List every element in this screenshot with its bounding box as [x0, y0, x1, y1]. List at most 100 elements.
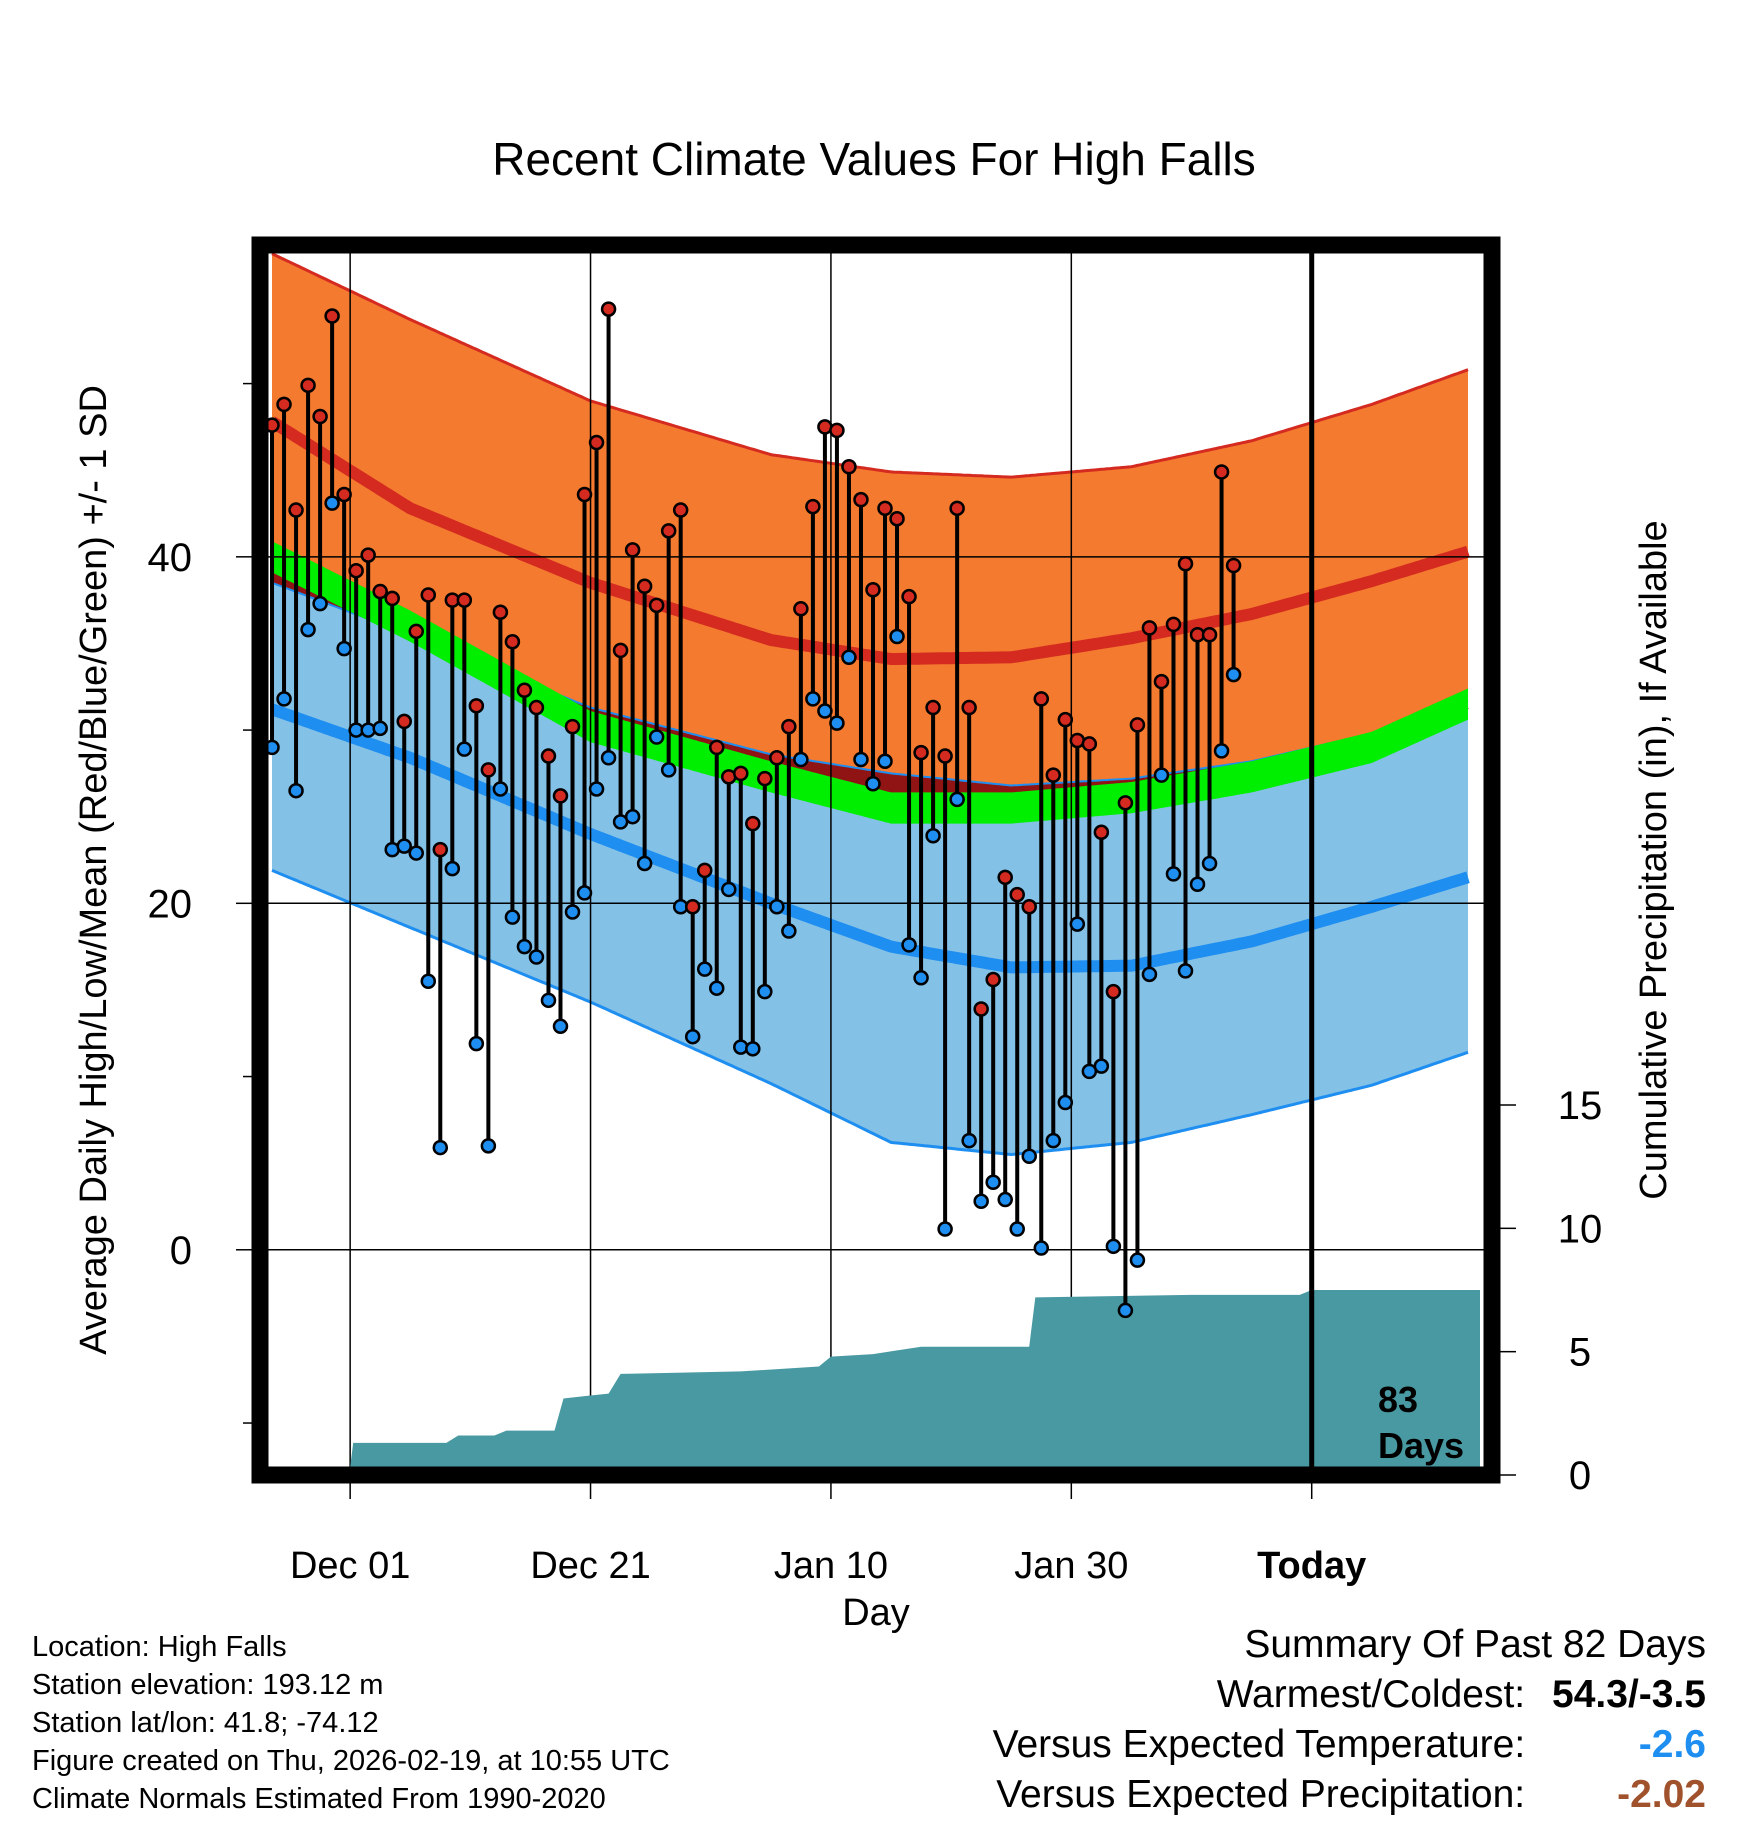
- low-temp-point: [721, 881, 737, 898]
- high-temp-point: [612, 642, 629, 659]
- high-temp-point: [528, 699, 545, 716]
- low-temp-point: [829, 715, 845, 731]
- high-temp-point: [841, 458, 857, 475]
- low-temp-point: [456, 741, 473, 757]
- right-axis-label: Cumulative Precipitation (in), If Availa…: [1633, 520, 1675, 1199]
- warmest-coldest-label: Warmest/Coldest:: [1216, 1673, 1526, 1716]
- high-temp-point: [853, 491, 869, 508]
- high-temp-point: [648, 597, 665, 614]
- low-temp-point: [1213, 743, 1230, 759]
- station-info: Location: High Falls Station elevation: …: [32, 1628, 670, 1818]
- high-temp-point: [937, 748, 953, 764]
- high-temp-point: [300, 377, 316, 394]
- low-temp-point: [528, 949, 545, 965]
- high-temp-point: [961, 699, 977, 716]
- high-temp-point: [492, 604, 509, 621]
- high-mean-line: [268, 416, 1470, 665]
- high-temp-point: [985, 971, 1001, 988]
- low-temp-point: [288, 782, 304, 799]
- precip-departure-label: Versus Expected Precipitation:: [996, 1773, 1526, 1816]
- x-tick-label: Dec 01: [290, 1545, 410, 1587]
- x-tick-label: Jan 10: [774, 1545, 888, 1587]
- low-temp-point: [1141, 966, 1158, 983]
- high-temp-point: [997, 869, 1013, 886]
- high-temp-point: [793, 601, 809, 617]
- low-temp-point: [961, 1132, 977, 1149]
- high-temp-point: [384, 590, 400, 607]
- high-temp-point: [757, 770, 773, 787]
- y-tick-label-left: 20: [148, 882, 193, 926]
- low-temp-point: [1129, 1252, 1146, 1268]
- y-tick-label-right: 15: [1558, 1084, 1603, 1128]
- low-temp-point: [540, 992, 557, 1009]
- today-days-label: Days: [1378, 1425, 1464, 1466]
- low-temp-point: [576, 885, 593, 901]
- high-plus-sd-line: [271, 252, 1469, 479]
- high-temp-point: [540, 748, 557, 764]
- high-temp-point: [360, 547, 376, 563]
- high-temp-point: [1033, 691, 1050, 707]
- low-temp-point: [648, 729, 665, 745]
- high-temp-point: [1093, 824, 1110, 841]
- summary-heading: Summary Of Past 82 Days: [1244, 1623, 1706, 1666]
- high-temp-point: [1177, 556, 1194, 572]
- high-temp-point: [708, 739, 725, 756]
- normals-period-text: Climate Normals Estimated From 1990-2020: [32, 1783, 606, 1815]
- low-temp-point: [1153, 767, 1170, 783]
- high-temp-point: [372, 583, 388, 600]
- high-temp-point: [336, 486, 352, 503]
- high-temp-point: [781, 718, 797, 735]
- high-temp-point: [805, 498, 821, 515]
- y-tick-label-right: 0: [1569, 1454, 1591, 1498]
- x-tick-label: Jan 30: [1014, 1545, 1128, 1587]
- low-temp-point: [745, 1041, 761, 1057]
- low-temp-point: [312, 595, 328, 612]
- latlon-text: Station lat/lon: 41.8; -74.12: [32, 1707, 379, 1739]
- high-temp-point: [696, 862, 713, 879]
- low-temp-point: [660, 762, 677, 778]
- high-temp-point: [865, 581, 881, 598]
- precip-departure-value: -2.02: [1617, 1773, 1706, 1816]
- high-temp-point: [1057, 711, 1074, 728]
- low-temp-point: [1069, 916, 1086, 932]
- low-temp-point: [1177, 963, 1194, 979]
- low-minus-sd-line: [271, 869, 1469, 1157]
- low-temp-point: [708, 980, 725, 996]
- high-temp-point: [949, 500, 965, 517]
- high-temp-point: [889, 510, 905, 527]
- high-temp-point: [564, 718, 581, 735]
- high-temp-point: [420, 587, 437, 603]
- high-temp-point: [636, 578, 653, 595]
- high-temp-point: [408, 623, 425, 640]
- high-temp-point: [624, 542, 641, 558]
- low-temp-point: [1189, 876, 1206, 893]
- low-temp-point: [973, 1193, 989, 1210]
- high-sd-band: [272, 253, 1468, 834]
- high-temp-point: [733, 765, 749, 782]
- high-temp-point: [516, 682, 533, 698]
- low-temp-point: [324, 495, 340, 511]
- low-temp-point: [841, 649, 857, 666]
- low-temp-point: [1117, 1302, 1134, 1319]
- low-temp-point: [805, 691, 821, 707]
- high-temp-point: [745, 815, 761, 832]
- low-temp-point: [624, 808, 641, 825]
- low-temp-point: [444, 860, 461, 877]
- low-temp-point: [913, 970, 929, 986]
- high-temp-point: [576, 486, 593, 503]
- low-temp-point: [432, 1139, 449, 1156]
- temp-departure-row: Versus Expected Temperature: -2.6: [993, 1720, 1706, 1770]
- low-temp-point: [793, 751, 809, 768]
- high-temp-point: [901, 588, 917, 605]
- low-temp-point: [276, 691, 292, 707]
- high-temp-point: [1117, 795, 1134, 811]
- high-temp-point: [396, 713, 412, 730]
- warmest-coldest-row: Warmest/Coldest: 54.3/-3.5: [993, 1670, 1706, 1720]
- low-temp-point: [516, 938, 533, 955]
- low-temp-point: [468, 1035, 485, 1052]
- today-days-count: 83: [1378, 1379, 1418, 1420]
- low-temp-point: [684, 1028, 701, 1045]
- low-temp-point: [1201, 855, 1218, 872]
- low-temp-point: [781, 923, 797, 939]
- high-temp-point: [877, 500, 893, 517]
